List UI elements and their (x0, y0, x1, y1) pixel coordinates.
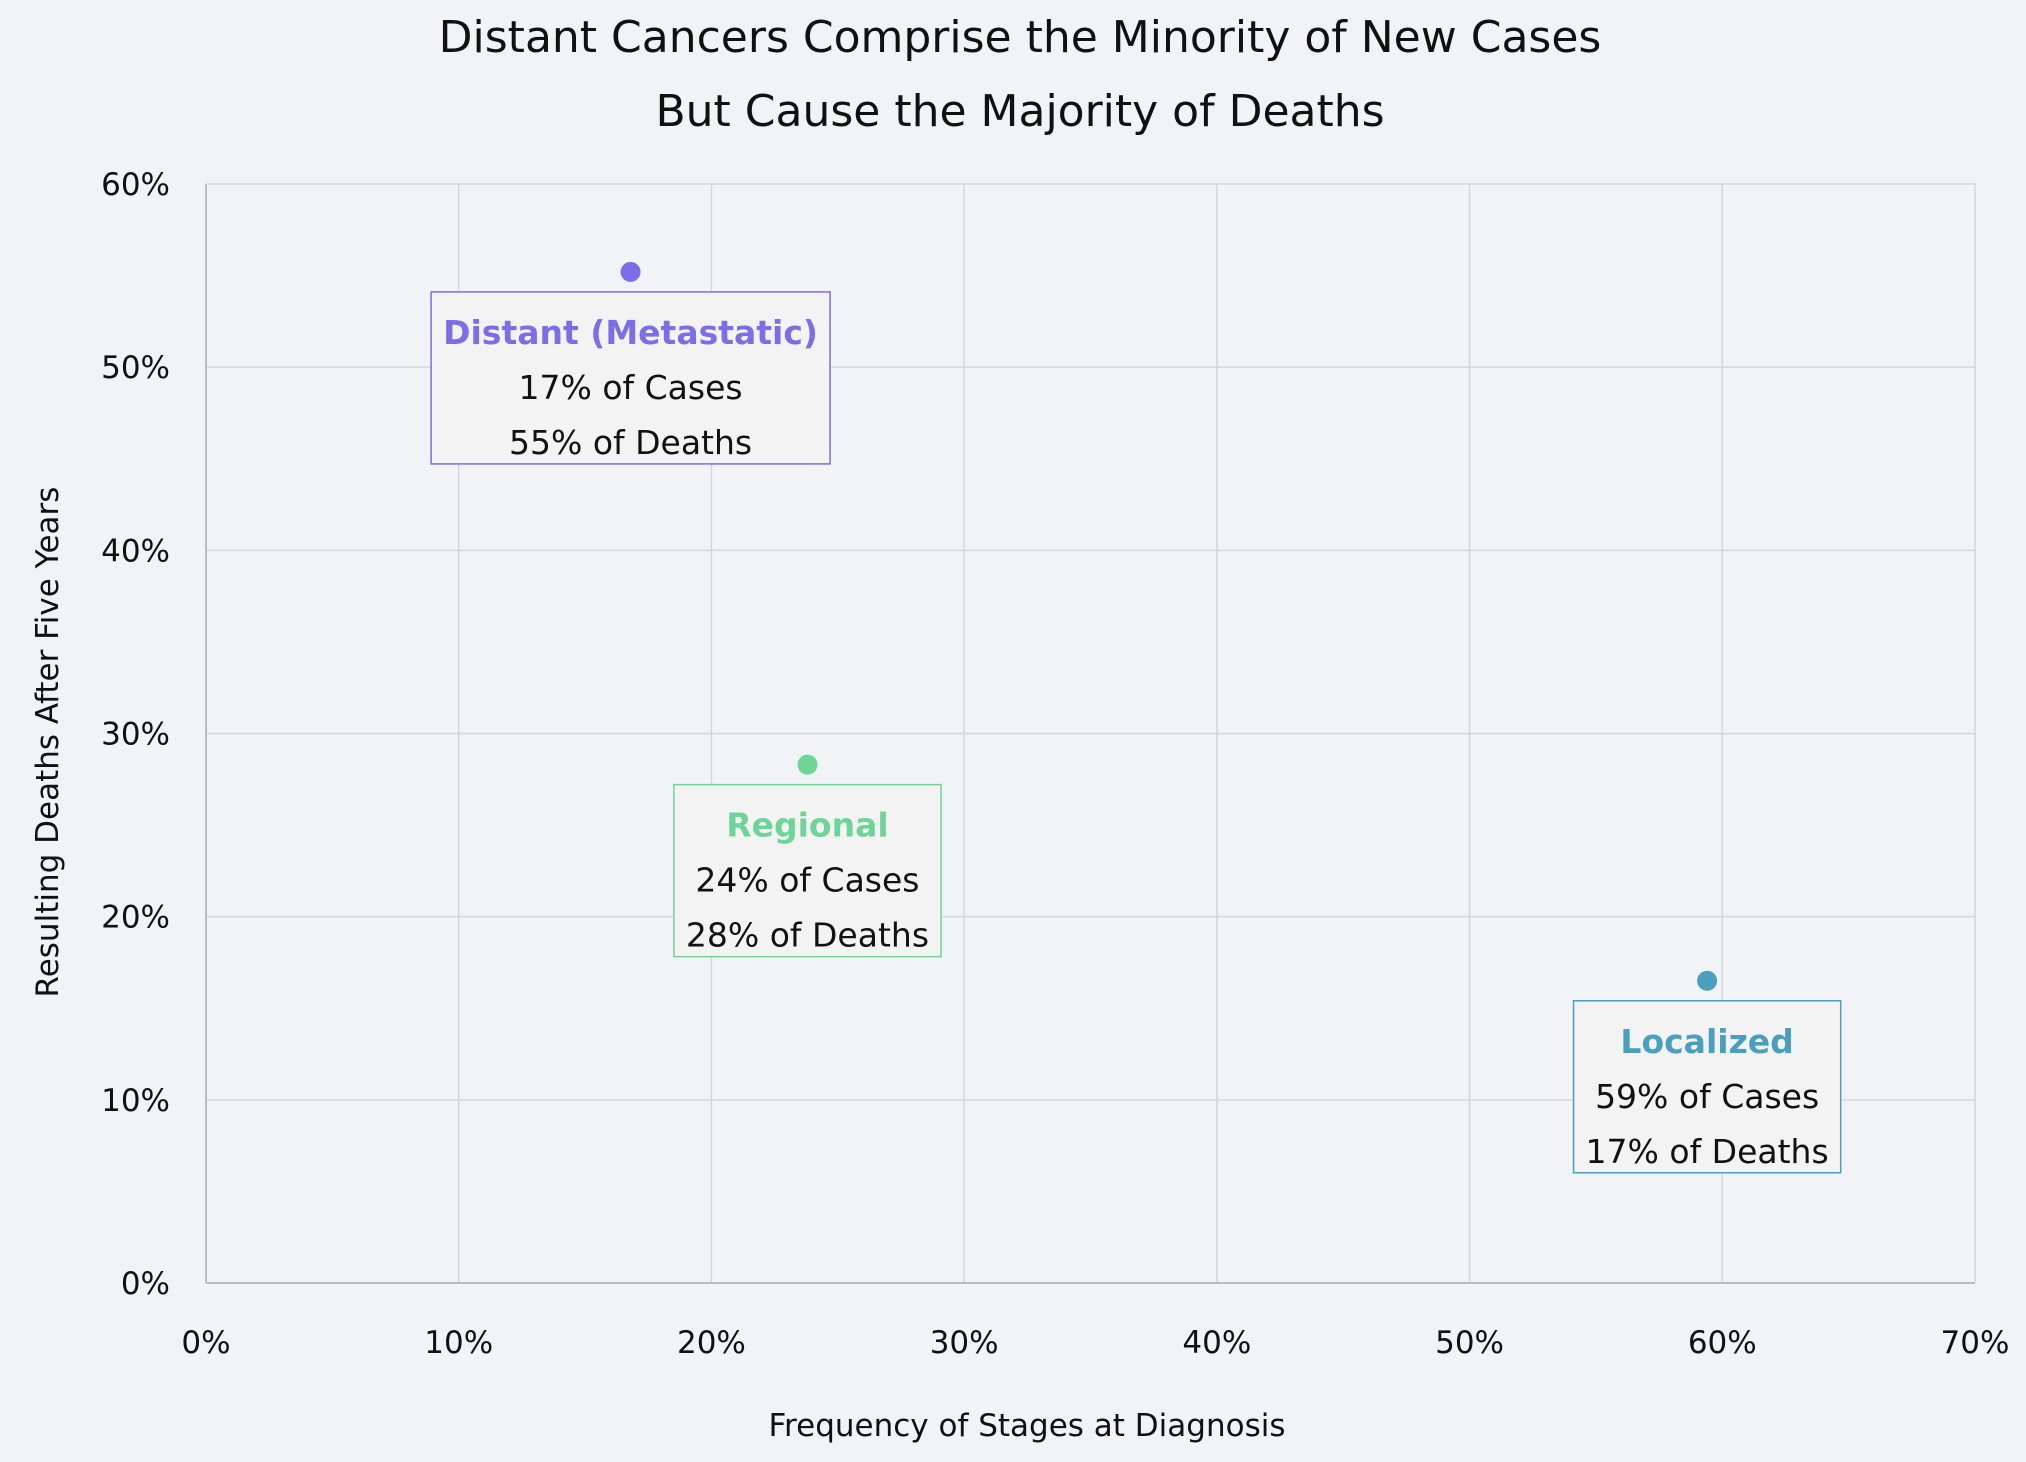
chart-subtitle: But Cause the Majority of Deaths (655, 86, 1384, 137)
annotation-deaths: 17% of Deaths (1586, 1132, 1829, 1171)
annotation-box (1572, 1000, 1842, 1174)
data-point (797, 754, 818, 775)
point-annotation: Localized 59% of Cases 17% of Deaths (1572, 1000, 1842, 1174)
annotations: Distant (Metastatic) 17% of Cases 55% of D… (430, 291, 1842, 1174)
x-tick-label: 40% (1182, 1325, 1251, 1361)
data-point (1697, 970, 1718, 991)
x-tick-label: 70% (1941, 1325, 2010, 1361)
annotation-title: Regional (726, 806, 888, 845)
annotation-title: Distant (Metastatic) (443, 313, 818, 352)
annotation-cases: 59% of Cases (1595, 1077, 1819, 1116)
annotation-title: Localized (1620, 1022, 1793, 1061)
chart-title: Distant Cancers Comprise the Minority of… (439, 12, 1602, 63)
annotation-cases: 17% of Cases (519, 368, 743, 407)
x-tick-label: 10% (424, 1325, 493, 1361)
x-tick-label: 50% (1435, 1325, 1504, 1361)
y-tick-label: 40% (101, 533, 170, 569)
y-tick-label: 60% (101, 167, 170, 203)
y-tick-label: 0% (121, 1266, 170, 1302)
annotation-deaths: 55% of Deaths (509, 423, 752, 462)
data-points (620, 261, 1718, 991)
y-axis-title: Resulting Deaths After Five Years (30, 487, 66, 998)
x-tick-label: 20% (677, 1325, 746, 1361)
y-tick-label: 20% (101, 900, 170, 936)
annotation-box (430, 291, 831, 465)
annotation-cases: 24% of Cases (695, 861, 919, 900)
annotation-box (673, 783, 942, 958)
grid (205, 183, 1976, 1284)
y-tick-label: 30% (101, 717, 170, 753)
annotation-deaths: 28% of Deaths (686, 916, 929, 955)
point-annotation: Distant (Metastatic) 17% of Cases 55% of D… (430, 291, 831, 465)
x-tick-label: 30% (930, 1325, 999, 1361)
data-point (620, 261, 641, 282)
x-axis-title: Frequency of Stages at Diagnosis (768, 1408, 1285, 1444)
tick-labels: 0% 10% 20% 30% 40% 50% 60% 70% 0% 10% 20% 30% 40% 50%… (101, 167, 2009, 1361)
point-annotation: Regional 24% of Cases 28% of Deaths (673, 783, 942, 958)
x-tick-label: 0% (181, 1325, 230, 1361)
x-tick-label: 60% (1688, 1325, 1757, 1361)
y-tick-label: 50% (101, 350, 170, 386)
y-tick-label: 10% (101, 1083, 170, 1119)
axes (205, 184, 1975, 1284)
